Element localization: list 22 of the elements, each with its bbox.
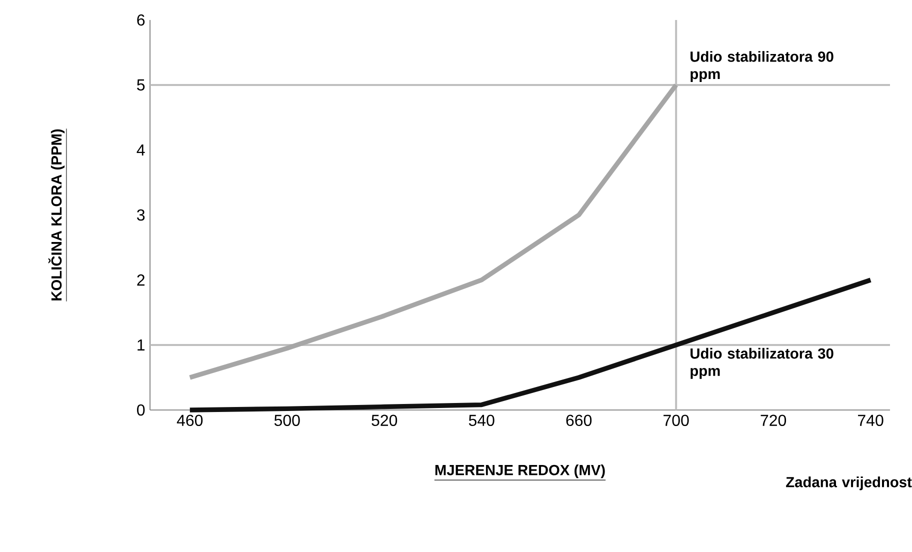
x-tick-label: 720 (760, 414, 786, 426)
line-series (188, 82, 678, 380)
y-tick-label: 0 (137, 404, 145, 416)
y-tick-label: 3 (137, 209, 145, 221)
y-tick-label: 5 (137, 79, 145, 91)
y-axis-title: KOLIČINA KLORA (PPM) (48, 129, 65, 300)
x-tick-label: 500 (274, 414, 300, 426)
annotation: Udio stabilizatora 90 ppm (690, 51, 834, 82)
x-tick-label: 740 (858, 414, 884, 426)
line-series (188, 278, 873, 412)
y-tick-label: 2 (137, 274, 144, 286)
text: Zadana vrijednost (786, 476, 912, 490)
y-tick-label: 1 (138, 339, 145, 350)
x-axis-title: MJERENJE REDOX (MV) (435, 464, 605, 478)
x-tick-label: 460 (176, 414, 203, 426)
x-tick-label: 700 (664, 414, 689, 426)
y-tick-label: 6 (137, 14, 145, 26)
x-tick-label: 540 (468, 414, 494, 426)
x-tick-label: 660 (566, 414, 592, 426)
y-tick-label: 4 (136, 144, 145, 156)
x-tick-label: 520 (372, 414, 398, 426)
annotation: Udio stabilizatora 30 ppm (690, 348, 834, 379)
